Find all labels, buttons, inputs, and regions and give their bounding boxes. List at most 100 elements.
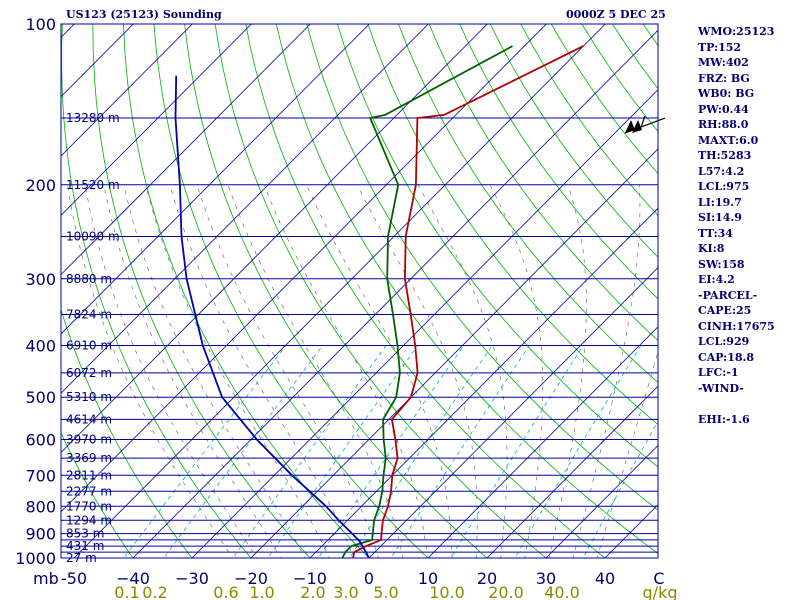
moist-adiabat	[596, 350, 658, 558]
moist-adiabat	[417, 184, 508, 558]
isotherm-line	[132, 29, 658, 558]
isotherm-line	[61, 24, 547, 513]
height-label: 13280 m	[66, 111, 120, 125]
moist-adiabat	[123, 184, 306, 558]
isotherm-line	[61, 24, 429, 394]
isotherm-line	[427, 326, 658, 558]
stat-item: LCL:975	[698, 180, 750, 193]
height-label: 7824 m	[66, 308, 112, 322]
dry-adiabat	[214, 24, 547, 558]
pressure-label: 600	[25, 431, 56, 450]
isotherm-line	[73, 24, 606, 558]
isotherm-line	[309, 207, 658, 558]
mixing-ratio-label: 5.0	[373, 583, 398, 600]
pressure-label: 1000	[15, 549, 56, 568]
moist-adiabat	[196, 184, 379, 558]
pressure-label: 700	[25, 466, 56, 485]
height-label: 3369 m	[66, 451, 112, 465]
dry-adiabat	[61, 24, 252, 558]
stat-item: WB0: BG	[698, 87, 755, 100]
parcel-profile	[174, 75, 370, 558]
stat-item: LCL:929	[698, 335, 750, 348]
mixing-ratio-label: 3.0	[333, 583, 358, 600]
stat-item: KI:8	[698, 242, 725, 255]
mixing-ratio-line	[582, 420, 658, 558]
dry-adiabat	[184, 24, 488, 558]
temperature-tick-label: 40	[595, 569, 615, 588]
stat-item: -WIND-	[698, 381, 744, 395]
dry-adiabat	[153, 24, 429, 558]
mixing-ratio-label: 2.0	[300, 583, 325, 600]
stat-item: CAP:18.8	[698, 350, 755, 364]
stat-item: TT:34	[698, 226, 733, 240]
moist-adiabat	[84, 184, 257, 558]
mixing-ratio-label: 1.0	[249, 583, 274, 600]
height-label: 10090 m	[66, 229, 120, 243]
temperature-tick-label: −30	[175, 569, 209, 588]
moist-adiabat	[145, 184, 330, 558]
height-label: 6072 m	[66, 366, 112, 380]
pressure-label: 800	[25, 497, 56, 516]
temperature-unit-label: C	[653, 569, 664, 588]
mixing-ratio-label: 20.0	[488, 583, 524, 600]
temperature-profile	[352, 45, 584, 558]
isotherm-line	[61, 24, 252, 216]
height-label: 4614 m	[66, 412, 112, 426]
stat-item: MAXT:6.0	[698, 133, 759, 147]
stat-item: L57:4.2	[698, 164, 745, 178]
mixing-ratio-line	[349, 345, 493, 558]
height-label: 1770 m	[66, 499, 112, 513]
temperature-tick-label: −10	[293, 569, 327, 588]
isotherm-line	[0, 4, 35, 578]
mixing-ratio-label: 0.2	[142, 583, 167, 600]
dry-adiabat	[275, 24, 658, 555]
stat-item: TP:152	[698, 40, 742, 54]
mixing-ratio-line	[232, 345, 387, 558]
stat-item: SI:14.9	[698, 211, 742, 224]
mixing-ratio-label: g/kg	[643, 583, 678, 600]
stat-item: FRZ: BG	[698, 71, 750, 85]
moist-adiabat	[67, 184, 233, 558]
height-label: 2277 m	[66, 484, 112, 498]
dry-adiabat	[459, 24, 658, 300]
isotherm-line	[250, 148, 658, 558]
pressure-label: 900	[25, 525, 56, 544]
dewpoint-profile	[341, 45, 513, 558]
pressure-label: 300	[25, 270, 56, 289]
moist-adiabat	[306, 184, 453, 558]
dry-adiabat	[367, 24, 658, 426]
height-label: 1294 m	[66, 513, 112, 527]
height-label: 5310 m	[66, 390, 112, 404]
stat-item: -PARCEL-	[698, 288, 758, 302]
stat-item: CINH:17675	[698, 319, 775, 333]
dry-adiabat	[61, 308, 193, 558]
stat-item: CAPE:25	[698, 304, 752, 317]
temperature-tick-label: 30	[536, 569, 556, 588]
mixing-ratio-label: 40.0	[544, 583, 580, 600]
moist-adiabat	[548, 184, 587, 558]
moist-adiabat	[489, 184, 544, 558]
dry-adiabat	[61, 432, 134, 558]
dry-adiabat	[123, 24, 370, 558]
temperature-tick-label: −40	[116, 569, 150, 588]
wind-barb-pennant	[625, 120, 635, 134]
dry-adiabat	[398, 24, 658, 383]
height-label: 11520 m	[66, 178, 120, 192]
height-label: 431 m	[66, 539, 104, 553]
plot-frame	[60, 23, 659, 559]
pressure-label: 100	[25, 15, 56, 34]
moist-adiabat	[356, 184, 478, 558]
stat-item: EHI:-1.6	[698, 412, 750, 426]
stat-item: MW:402	[698, 56, 749, 69]
dry-adiabat	[92, 24, 311, 558]
temperature-tick-label: -50	[61, 569, 87, 588]
dry-adiabat	[796, 24, 800, 569]
pressure-label: 500	[25, 388, 56, 407]
isotherm-line	[61, 24, 311, 276]
stat-item	[698, 396, 775, 412]
stat-item: PW:0.44	[698, 102, 749, 116]
height-label: 3970 m	[66, 433, 112, 447]
mixing-ratio-line	[123, 345, 287, 558]
mixing-ratio-label: 10.0	[429, 583, 465, 600]
